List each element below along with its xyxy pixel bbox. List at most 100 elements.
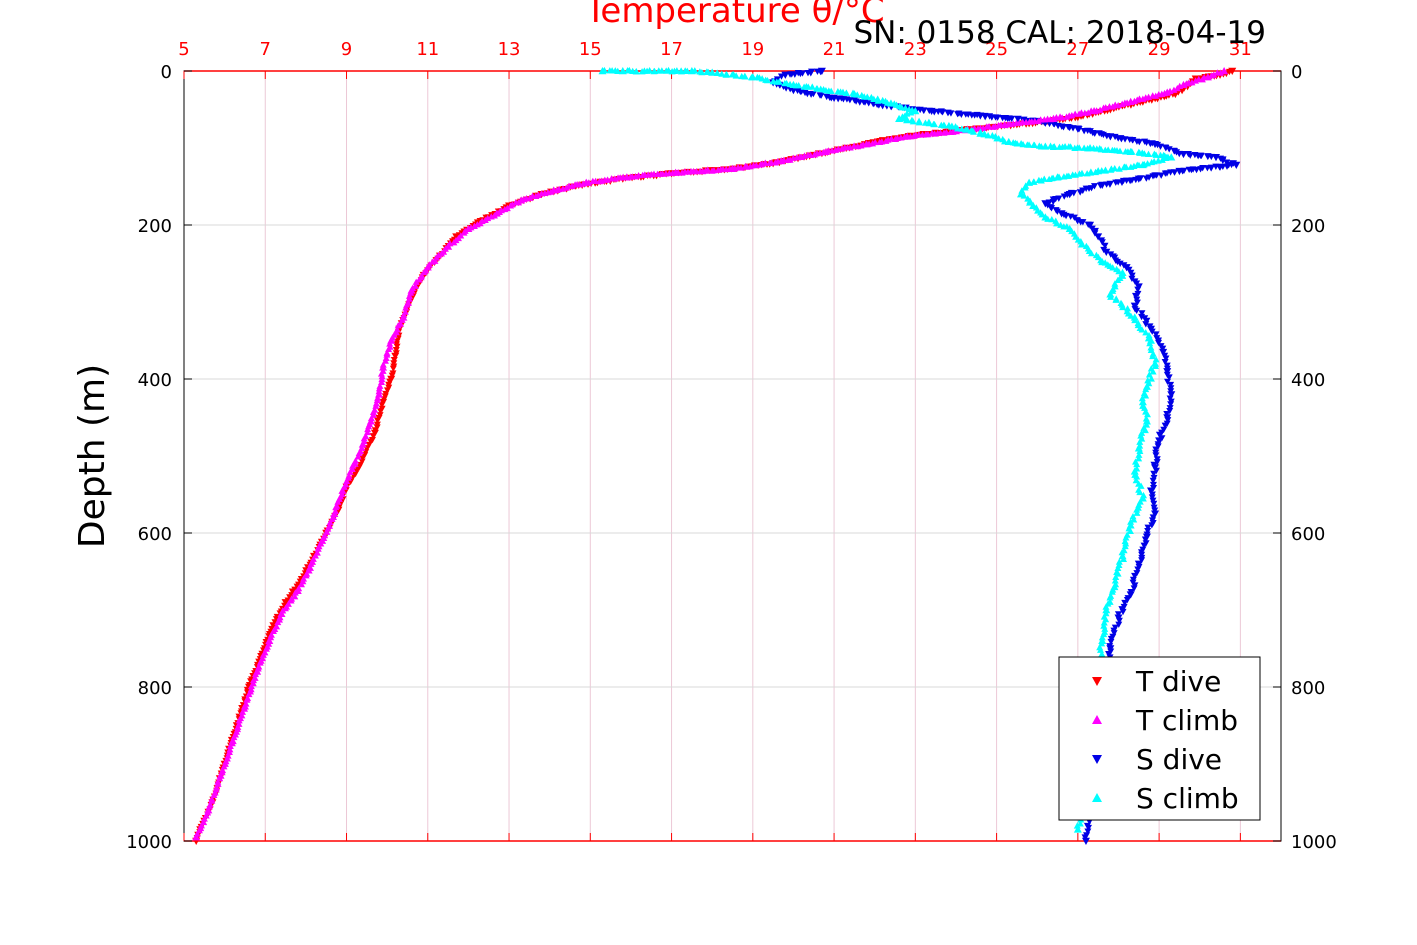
data-marker [405,295,413,302]
data-marker [683,67,691,74]
data-marker [400,311,408,318]
data-marker [850,142,858,149]
data-marker [1135,501,1143,508]
data-marker [1145,331,1153,339]
data-marker [1149,481,1157,489]
data-marker [1130,585,1138,592]
data-marker [1170,86,1178,93]
data-marker [279,607,287,614]
data-marker [1159,345,1167,352]
data-marker [243,696,251,703]
data-point [781,71,790,79]
data-marker [1219,157,1227,165]
data-marker [1207,72,1215,79]
data-marker [1141,426,1149,434]
data-marker [731,165,739,172]
x-tick-label: 17 [660,39,683,60]
legend-marker [1092,715,1102,724]
data-marker [813,68,821,75]
data-marker [1143,531,1151,538]
data-marker [925,120,933,127]
data-marker [626,173,634,180]
data-marker [1138,395,1146,402]
data-marker [1216,164,1224,171]
data-marker [1179,168,1187,175]
data-marker [378,375,386,383]
data-marker [1110,630,1118,637]
data-marker [1152,452,1160,459]
data-marker [1052,113,1060,121]
data-marker [378,402,386,409]
y-tick-label-left: 400 [138,370,172,391]
data-marker [349,462,357,469]
data-marker [1164,378,1172,385]
data-marker [1001,138,1009,145]
serial-calibration-text: SN: 0158 CAL: 2018-04-19 [854,15,1267,51]
series-t-climb [192,67,1229,841]
data-marker [585,179,593,186]
data-marker [1020,192,1028,199]
data-marker [940,121,948,128]
data-marker [1141,404,1149,411]
data-marker [939,109,947,116]
y-tick-label-right: 1000 [1291,832,1337,853]
data-marker [1161,358,1169,366]
data-marker [1148,158,1156,166]
data-marker [1173,149,1181,156]
data-marker [1146,323,1154,330]
data-marker [1093,107,1101,114]
data-marker [1134,286,1142,293]
data-marker [1091,230,1099,237]
data-marker [1161,170,1169,177]
data-marker [1166,87,1174,95]
legend-label: S climb [1136,782,1239,815]
data-marker [267,633,275,641]
data-marker [1136,488,1144,496]
data-marker [1138,310,1146,317]
data-marker [1149,368,1157,375]
data-marker [235,717,243,724]
series-layer [192,66,1241,845]
data-marker [376,407,384,415]
top-axis-label: Temperature θ/°C [584,0,884,31]
data-marker [1075,126,1083,133]
data-marker [1079,187,1087,194]
data-marker [1115,621,1123,628]
y-tick-label-left: 600 [138,524,172,545]
data-marker [218,768,226,776]
data-marker [976,130,984,137]
data-marker [1035,176,1043,184]
data-marker [446,240,454,247]
data-marker [1103,181,1111,188]
data-marker [1106,594,1114,601]
data-marker [1053,208,1061,215]
data-marker [1149,477,1157,485]
data-marker [307,560,315,567]
data-marker [375,385,383,392]
data-marker [786,80,794,88]
legend-entries: T dive T climb S dive S climb [1092,665,1239,815]
data-marker [1050,143,1058,150]
data-marker [425,261,433,268]
data-marker [909,118,917,125]
data-marker [1142,329,1150,336]
data-marker [741,73,749,80]
data-marker [1153,459,1161,466]
data-marker [1135,139,1143,146]
data-marker [193,830,201,837]
data-marker [1112,296,1120,303]
data-marker [1182,80,1190,87]
data-marker [1097,146,1105,153]
data-marker [1100,619,1108,626]
data-marker [1154,141,1162,149]
data-marker [1055,173,1063,180]
data-marker [495,208,503,216]
data-marker [1109,264,1117,271]
data-point [1081,837,1090,845]
data-marker [247,682,255,690]
data-marker [608,175,616,182]
data-marker [380,396,388,403]
data-marker [354,453,362,460]
data-marker [756,161,764,168]
